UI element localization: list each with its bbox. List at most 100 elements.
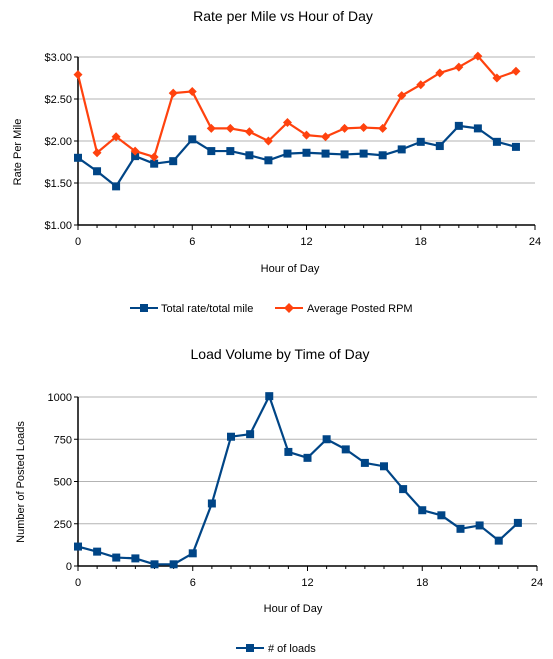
data-point xyxy=(207,147,216,156)
legend-label-loads: # of loads xyxy=(268,643,316,655)
data-point xyxy=(244,127,254,137)
data-point xyxy=(187,86,197,96)
load-volume-chart-x-ticks: 0 6 12 18 24 xyxy=(75,566,543,589)
data-point xyxy=(416,137,425,146)
data-point xyxy=(321,132,331,142)
data-point xyxy=(92,148,102,158)
data-point xyxy=(169,157,178,166)
data-point xyxy=(511,66,521,76)
y-tick-label: 500 xyxy=(54,477,72,489)
data-point xyxy=(169,560,178,569)
rate-chart-series xyxy=(73,51,521,191)
rate-chart-y-ticks: $1.00 $1.50 $2.00 $2.50 $3.00 xyxy=(44,52,78,232)
data-point xyxy=(492,137,501,146)
series-of-loads xyxy=(74,392,522,569)
data-point xyxy=(473,124,482,133)
data-point xyxy=(207,499,216,508)
data-point xyxy=(282,118,292,128)
legend-entry-total-rate: Total rate/total mile xyxy=(130,303,253,315)
rate-chart-y-axis-label: Rate Per Mile xyxy=(12,119,24,186)
data-point xyxy=(245,151,254,160)
data-point xyxy=(283,149,292,158)
legend-label-total-rate: Total rate/total mile xyxy=(161,303,253,315)
x-tick-label: 24 xyxy=(531,577,543,589)
data-point xyxy=(492,73,502,83)
data-point xyxy=(93,167,102,176)
data-point xyxy=(435,142,444,151)
legend-entry-average-posted-rpm: Average Posted RPM xyxy=(275,303,413,315)
x-tick-label: 12 xyxy=(301,577,313,589)
data-point xyxy=(513,518,522,527)
legend-marker-loads xyxy=(246,644,254,652)
data-point xyxy=(73,70,83,80)
data-point xyxy=(437,511,446,520)
data-point xyxy=(494,536,503,545)
data-point xyxy=(206,123,216,133)
rate-chart: Rate per Mile vs Hour of Day $1.00 $1.50 $… xyxy=(12,8,541,315)
y-tick-label: 0 xyxy=(66,561,72,573)
data-point xyxy=(112,553,121,562)
data-point xyxy=(399,485,408,494)
data-point xyxy=(150,560,159,569)
data-point xyxy=(225,123,235,133)
y-tick-label: $1.00 xyxy=(44,220,72,232)
data-point xyxy=(340,123,350,133)
data-point xyxy=(303,453,312,462)
data-point xyxy=(227,432,235,441)
data-point xyxy=(93,547,102,556)
data-point xyxy=(511,142,520,151)
data-point xyxy=(322,435,331,444)
x-tick-label: 6 xyxy=(189,236,195,248)
data-point xyxy=(150,159,159,168)
load-volume-chart-y-axis-label: Number of Posted Loads xyxy=(15,421,27,543)
load-volume-chart-legend: # of loads xyxy=(236,643,316,655)
data-point xyxy=(454,62,464,72)
data-point xyxy=(302,130,311,140)
load-volume-chart-y-ticks: 0 250 500 750 1000 xyxy=(48,392,78,573)
rate-chart-title: Rate per Mile vs Hour of Day xyxy=(193,8,373,24)
data-point xyxy=(435,68,445,78)
x-tick-label: 12 xyxy=(300,236,312,248)
y-tick-label: 250 xyxy=(54,519,72,531)
y-tick-label: 1000 xyxy=(48,392,72,404)
load-volume-chart-x-axis-label: Hour of Day xyxy=(264,603,323,615)
series-average-posted-rpm xyxy=(73,51,521,162)
y-tick-label: 750 xyxy=(54,434,72,446)
data-point xyxy=(131,554,140,563)
legend-label-average-posted-rpm: Average Posted RPM xyxy=(307,303,413,315)
data-point xyxy=(341,445,350,454)
data-point xyxy=(112,182,121,191)
data-point xyxy=(456,524,465,533)
data-point xyxy=(226,147,235,156)
data-point xyxy=(359,149,368,158)
data-point xyxy=(130,146,140,156)
y-tick-label: $2.50 xyxy=(44,94,72,106)
data-point xyxy=(265,392,274,401)
y-tick-label: $1.50 xyxy=(44,178,72,190)
data-point xyxy=(397,91,407,101)
data-point xyxy=(168,88,178,98)
data-point xyxy=(284,447,293,456)
data-point xyxy=(188,135,197,144)
rate-chart-legend: Total rate/total mile Average Posted RPM xyxy=(130,303,413,315)
data-point xyxy=(263,136,273,146)
rate-chart-x-axis-label: Hour of Day xyxy=(261,263,320,275)
data-point xyxy=(359,123,369,133)
legend-entry-loads: # of loads xyxy=(236,643,316,655)
data-point xyxy=(74,542,82,551)
data-point xyxy=(475,521,484,530)
data-point xyxy=(302,148,311,157)
legend-marker-average-posted-rpm xyxy=(284,303,294,313)
load-volume-chart-title: Load Volume by Time of Day xyxy=(191,346,370,362)
data-point xyxy=(111,132,121,142)
data-point xyxy=(418,506,427,515)
x-tick-label: 6 xyxy=(190,577,196,589)
data-point xyxy=(360,458,369,467)
x-tick-label: 0 xyxy=(75,236,81,248)
data-point xyxy=(378,123,388,133)
data-point xyxy=(321,149,330,158)
y-tick-label: $2.00 xyxy=(44,136,72,148)
data-point xyxy=(264,156,273,165)
data-point xyxy=(74,153,82,162)
data-point xyxy=(397,145,406,154)
